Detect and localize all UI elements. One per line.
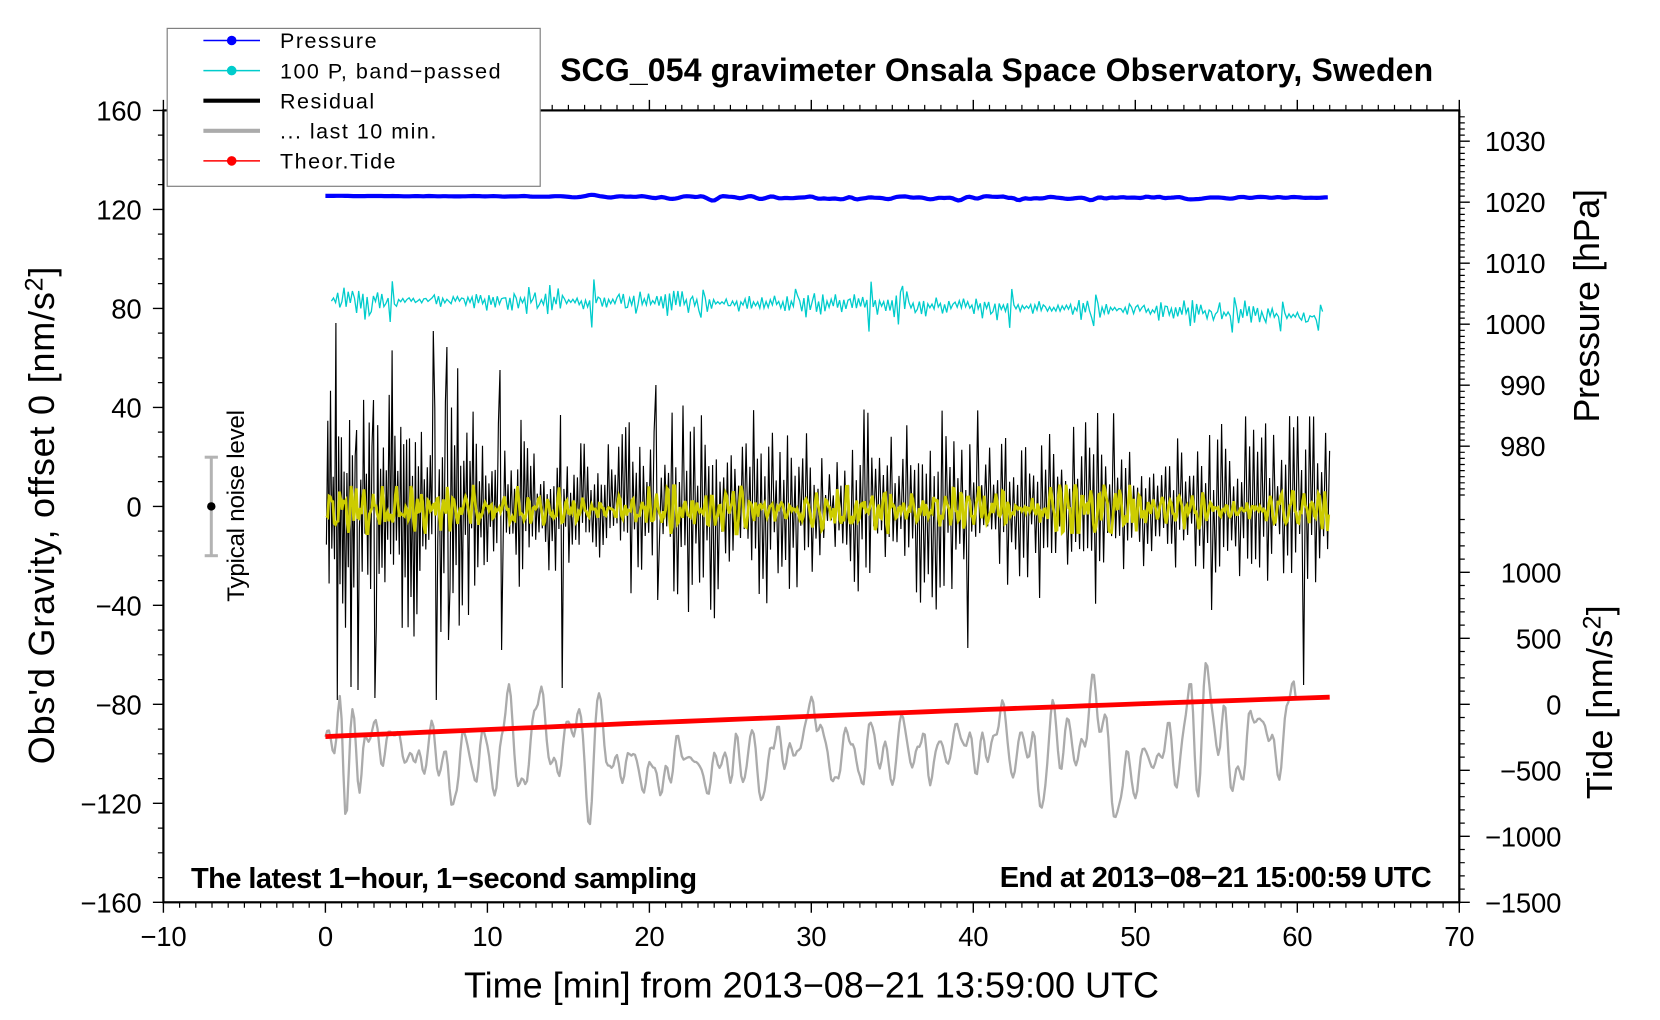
svg-text:End at 2013−08−21 15:00:59 UTC: End at 2013−08−21 15:00:59 UTC: [1000, 862, 1432, 894]
svg-text:Theor.Tide: Theor.Tide: [280, 150, 397, 174]
svg-text:−40: −40: [95, 590, 141, 621]
svg-text:60: 60: [1282, 921, 1312, 952]
svg-text:20: 20: [634, 921, 664, 952]
svg-text:40: 40: [958, 921, 988, 952]
svg-text:0: 0: [1546, 689, 1561, 720]
svg-text:1000: 1000: [1485, 309, 1545, 340]
svg-text:... last 10 min.: ... last 10 min.: [280, 120, 438, 144]
svg-text:1010: 1010: [1485, 248, 1545, 279]
svg-text:50: 50: [1120, 921, 1150, 952]
svg-text:70: 70: [1444, 921, 1474, 952]
svg-text:Tide [nm/s2]: Tide [nm/s2]: [1579, 605, 1621, 799]
svg-text:10: 10: [472, 921, 502, 952]
svg-text:0: 0: [126, 491, 141, 522]
svg-text:−120: −120: [80, 788, 141, 819]
svg-text:−1500: −1500: [1485, 887, 1561, 918]
svg-text:1000: 1000: [1501, 557, 1561, 588]
svg-text:100 P, band−passed: 100 P, band−passed: [280, 59, 502, 83]
svg-text:SCG_054 gravimeter Onsala Spac: SCG_054 gravimeter Onsala Space Observat…: [560, 52, 1433, 88]
svg-text:160: 160: [96, 95, 141, 126]
svg-text:−1000: −1000: [1485, 821, 1561, 852]
svg-text:1030: 1030: [1485, 126, 1545, 157]
svg-text:Residual: Residual: [280, 89, 376, 113]
svg-text:80: 80: [111, 293, 141, 324]
svg-text:30: 30: [796, 921, 826, 952]
svg-text:Time [min] from 2013−08−21 13:: Time [min] from 2013−08−21 13:59:00 UTC: [464, 965, 1159, 1006]
svg-text:−160: −160: [80, 887, 141, 918]
svg-text:Pressure [hPa]: Pressure [hPa]: [1566, 189, 1607, 422]
svg-text:0: 0: [318, 921, 333, 952]
svg-text:1020: 1020: [1485, 187, 1545, 218]
svg-text:990: 990: [1500, 370, 1545, 401]
svg-text:−500: −500: [1500, 755, 1561, 786]
svg-text:−80: −80: [95, 689, 141, 720]
svg-text:40: 40: [111, 392, 141, 423]
svg-text:Obs'd Gravity, offset 0 [nm/s2: Obs'd Gravity, offset 0 [nm/s2]: [21, 266, 63, 764]
svg-text:Pressure: Pressure: [280, 29, 378, 53]
svg-text:The latest 1−hour, 1−second sa: The latest 1−hour, 1−second sampling: [191, 863, 697, 895]
svg-text:Typical noise level: Typical noise level: [223, 410, 250, 601]
svg-text:120: 120: [96, 194, 141, 225]
svg-text:500: 500: [1516, 623, 1561, 654]
svg-text:980: 980: [1500, 431, 1545, 462]
svg-text:−10: −10: [140, 921, 186, 952]
